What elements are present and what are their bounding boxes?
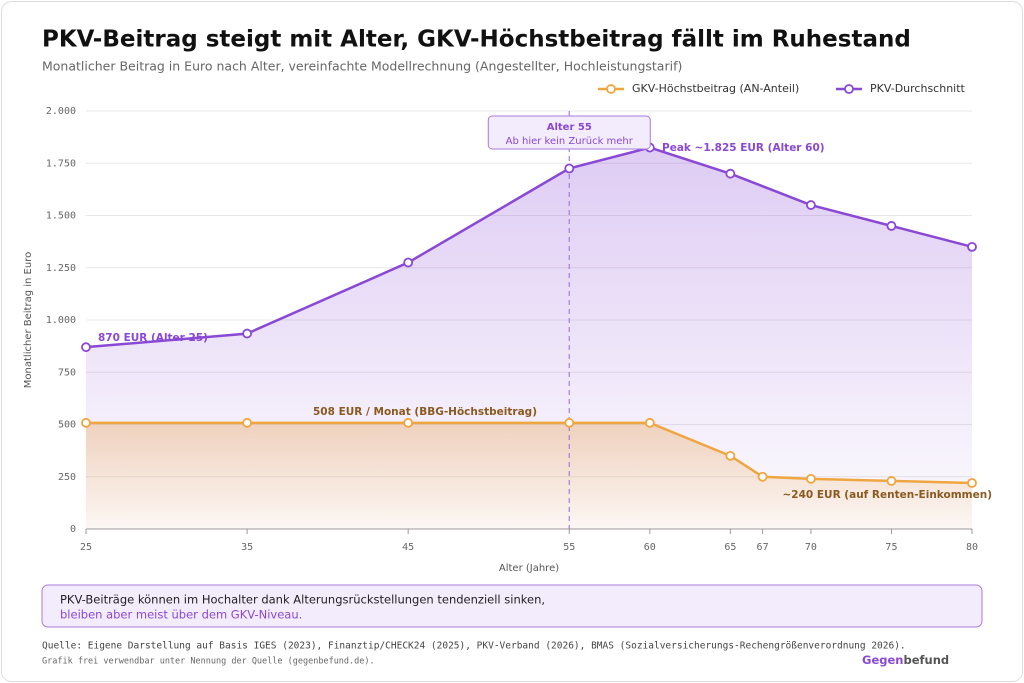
note-box	[41, 584, 983, 628]
point	[886, 221, 897, 231]
note-line: bleiben aber meist über dem GKV-Niveau.	[60, 608, 302, 622]
x-tick-label: 75	[885, 542, 897, 553]
x-tick-label: 35	[241, 542, 253, 553]
point	[242, 328, 252, 339]
y-tick-label: 1.000	[46, 315, 76, 326]
note-line: PKV-Beiträge können im Hochalter dank Al…	[60, 593, 545, 607]
credit: Grafik frei verwendbar unter Nennung der…	[42, 657, 375, 667]
y-tick-label: 750	[58, 367, 76, 378]
area	[86, 147, 972, 529]
x-tick-label: 45	[402, 542, 414, 553]
point	[81, 417, 91, 428]
reference-box	[487, 115, 651, 150]
point	[242, 417, 252, 428]
point	[757, 471, 768, 482]
y-tick-label: 1.750	[46, 158, 76, 169]
point	[806, 200, 816, 210]
y-tick-label: 1.250	[46, 263, 76, 274]
brand: Gegenbefund	[862, 653, 949, 667]
point	[967, 478, 977, 488]
chart-subtitle: Monatlicher Beitrag in Euro nach Alter, …	[42, 59, 682, 74]
annotation: 508 EUR / Monat (BBG-Höchstbeitrag)	[313, 406, 537, 418]
y-tick-label: 1.500	[46, 211, 76, 222]
source: Quelle: Eigene Darstellung auf Basis IGE…	[42, 641, 906, 652]
y-tick-label: 250	[58, 472, 76, 483]
point	[564, 417, 575, 428]
point	[81, 342, 91, 353]
legend-label: GKV-Höchstbeitrag (AN-Anteil)	[632, 82, 799, 95]
point	[644, 417, 655, 428]
x-tick-label: 70	[805, 542, 817, 553]
x-tick-label: 25	[80, 542, 92, 553]
point	[806, 473, 816, 484]
line	[86, 421, 973, 485]
brand-part: Gegen	[862, 653, 903, 667]
x-tick-label: 80	[966, 542, 978, 553]
x-tick-label: 60	[644, 542, 656, 553]
point	[564, 163, 575, 174]
y-tick-label: 500	[58, 420, 76, 431]
point	[403, 257, 414, 268]
legend-label: PKV-Durchschnitt	[870, 82, 966, 95]
legend-swatch	[844, 84, 854, 94]
y-axis-title: Monatlicher Beitrag in Euro	[23, 252, 34, 388]
point	[725, 450, 736, 461]
reference-label: Alter 55	[547, 122, 592, 133]
x-axis-title: Alter (Jahre)	[499, 563, 559, 574]
annotation: Peak ~1.825 EUR (Alter 60)	[662, 142, 825, 154]
x-tick-label: 55	[563, 542, 575, 553]
annotation: ~240 EUR (auf Renten-Einkommen)	[783, 489, 993, 501]
y-tick-label: 0	[70, 524, 76, 535]
reference-label: Ab hier kein Zurück mehr	[506, 136, 634, 147]
brand-part: befund	[903, 653, 949, 667]
point	[967, 241, 977, 252]
legend-swatch	[606, 84, 616, 94]
annotation: 870 EUR (Alter 25)	[98, 332, 208, 344]
point	[725, 168, 736, 179]
y-tick-label: 2.000	[46, 106, 76, 117]
x-tick-label: 65	[724, 542, 736, 553]
x-tick-label: 67	[757, 542, 769, 553]
chart-title: PKV-Beitrag steigt mit Alter, GKV-Höchst…	[42, 27, 911, 53]
point	[403, 417, 414, 428]
point	[886, 476, 897, 486]
